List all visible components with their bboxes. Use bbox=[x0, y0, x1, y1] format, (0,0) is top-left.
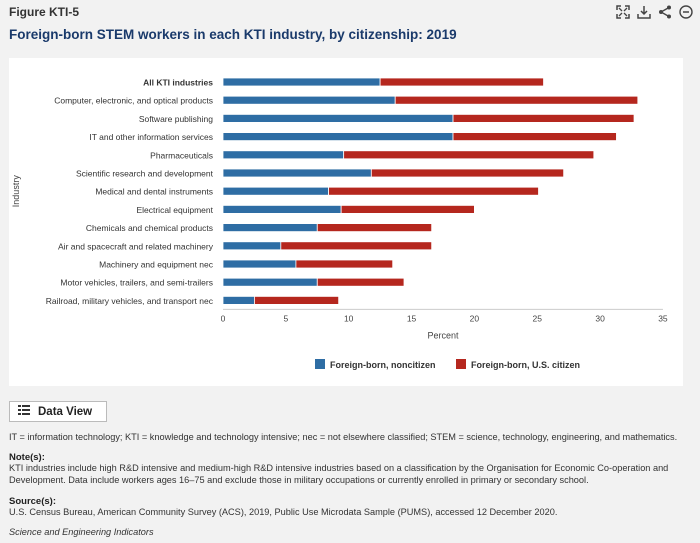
legend-label: Foreign-born, noncitizen bbox=[330, 360, 436, 370]
collapse-icon[interactable] bbox=[678, 4, 694, 20]
chart-title: Foreign-born STEM workers in each KTI in… bbox=[9, 27, 457, 42]
bar-citizen bbox=[343, 150, 595, 160]
bar-citizen bbox=[328, 186, 539, 196]
bar-citizen bbox=[370, 168, 565, 178]
bar-noncitizen bbox=[222, 150, 345, 160]
bar-citizen bbox=[452, 114, 635, 123]
bar-citizen bbox=[316, 223, 433, 233]
bar-citizen bbox=[295, 259, 394, 269]
bar-noncitizen bbox=[222, 132, 454, 141]
category-label: Railroad, military vehicles, and transpo… bbox=[46, 296, 214, 306]
bar-noncitizen bbox=[222, 77, 381, 87]
legend-swatch bbox=[456, 359, 466, 369]
share-icon[interactable] bbox=[657, 4, 673, 20]
bar-citizen bbox=[394, 95, 639, 105]
category-label: IT and other information services bbox=[89, 132, 213, 142]
y-axis-title: Industry bbox=[11, 175, 21, 208]
x-tick-label: 0 bbox=[221, 313, 226, 323]
data-view-label: Data View bbox=[38, 405, 93, 418]
category-label: All KTI industries bbox=[143, 78, 213, 88]
bar-noncitizen bbox=[222, 95, 396, 105]
category-label: Computer, electronic, and optical produc… bbox=[54, 96, 213, 106]
category-label: Machinery and equipment nec bbox=[99, 260, 214, 270]
bar-citizen bbox=[379, 77, 544, 87]
credit-text: Science and Engineering Indicators bbox=[9, 527, 154, 537]
source-text: U.S. Census Bureau, American Community S… bbox=[9, 507, 558, 517]
category-label: Scientific research and development bbox=[76, 169, 214, 179]
x-axis-title: Percent bbox=[427, 330, 459, 340]
category-label: Chemicals and chemical products bbox=[86, 223, 213, 233]
figure-label: Figure KTI-5 bbox=[9, 5, 80, 19]
table-icon bbox=[18, 405, 30, 418]
legend-label: Foreign-born, U.S. citizen bbox=[471, 360, 580, 370]
bar-citizen bbox=[452, 132, 617, 141]
data-view-button[interactable]: Data View bbox=[9, 401, 107, 422]
legend-swatch bbox=[315, 359, 325, 369]
bar-citizen bbox=[280, 241, 433, 251]
x-tick-label: 20 bbox=[470, 313, 480, 323]
bar-noncitizen bbox=[222, 204, 342, 214]
bar-citizen bbox=[254, 295, 340, 305]
bar-noncitizen bbox=[222, 259, 297, 269]
bar-noncitizen bbox=[222, 114, 454, 123]
bar-noncitizen bbox=[222, 241, 282, 251]
source-heading: Source(s): bbox=[9, 496, 56, 507]
notes-heading: Note(s): bbox=[9, 452, 45, 463]
bar-noncitizen bbox=[222, 168, 372, 178]
bar-noncitizen bbox=[222, 295, 255, 305]
download-icon[interactable] bbox=[636, 4, 652, 20]
bar-citizen bbox=[316, 277, 405, 287]
category-label: Medical and dental instruments bbox=[95, 187, 213, 197]
category-label: Pharmaceuticals bbox=[150, 150, 213, 160]
x-tick-label: 15 bbox=[407, 313, 417, 323]
chart-toolbar bbox=[615, 4, 694, 20]
category-label: Electrical equipment bbox=[136, 205, 213, 215]
category-label: Motor vehicles, trailers, and semi-trail… bbox=[60, 278, 213, 288]
fullscreen-icon[interactable] bbox=[615, 4, 631, 20]
bar-citizen bbox=[340, 204, 475, 214]
x-tick-label: 30 bbox=[595, 313, 605, 323]
bar-chart: All KTI industries Computer, electronic, … bbox=[11, 77, 668, 371]
x-tick-label: 35 bbox=[658, 313, 668, 323]
x-tick-label: 25 bbox=[533, 313, 543, 323]
notes-text: KTI industries include high R&D intensiv… bbox=[9, 463, 669, 485]
bar-noncitizen bbox=[222, 186, 329, 196]
category-label: Software publishing bbox=[139, 114, 213, 124]
chart-panel: All KTI industries Computer, electronic, … bbox=[9, 58, 683, 386]
bar-noncitizen bbox=[222, 223, 318, 233]
abbreviations-text: IT = information technology; KTI = knowl… bbox=[9, 432, 678, 442]
x-tick-label: 5 bbox=[283, 313, 288, 323]
x-tick-label: 10 bbox=[344, 313, 354, 323]
category-label: Air and spacecraft and related machinery bbox=[58, 241, 214, 251]
bar-noncitizen bbox=[222, 277, 318, 287]
